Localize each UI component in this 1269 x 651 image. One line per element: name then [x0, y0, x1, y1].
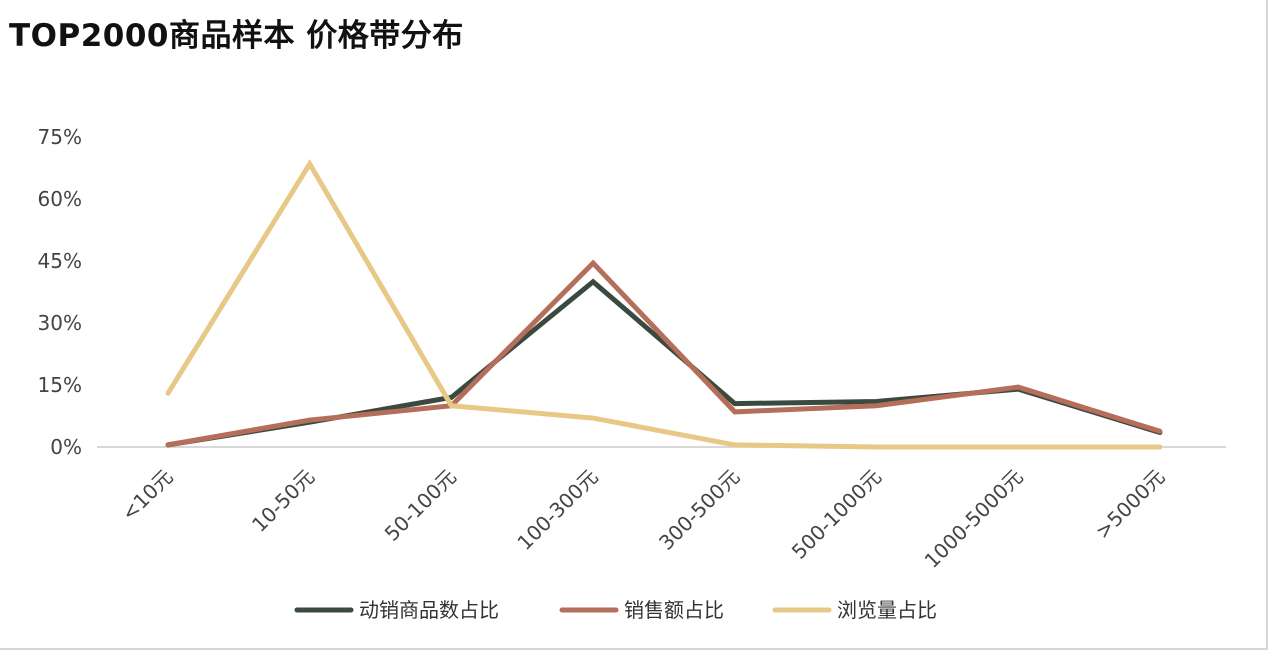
y-tick-label: 75% [38, 125, 82, 149]
y-tick-label: 30% [38, 311, 82, 335]
x-tick-label: 100-300元 [512, 465, 602, 555]
x-tick-label: 50-100元 [380, 465, 461, 546]
y-tick-label: 0% [50, 435, 82, 459]
series-layer [165, 159, 1163, 450]
legend-label: 销售额占比 [624, 598, 724, 622]
series-line-3 [165, 159, 1163, 450]
x-tick-labels: <10元 10-50元 50-100元 100-300元 300-500元 500-100… [117, 465, 1170, 573]
series-line-2 [165, 259, 1163, 448]
x-tick-label: 500-1000元 [787, 465, 886, 564]
legend: 动销商品数占比 销售额占比 浏览量占比 [294, 598, 937, 622]
y-tick-label: 60% [38, 187, 82, 211]
axes-layer: 0% 15% 30% 45% 60% 75% [38, 125, 1226, 459]
legend-label: 浏览量占比 [837, 598, 937, 622]
y-tick-label: 45% [38, 249, 82, 273]
chart-title: TOP2000商品样本 价格带分布 [9, 18, 464, 54]
x-tick-label: <10元 [117, 465, 178, 526]
y-tick-label: 15% [38, 373, 82, 397]
x-tick-label: 1000-5000元 [920, 465, 1028, 573]
x-tick-label: 300-500元 [654, 465, 744, 555]
x-tick-label: >5000元 [1090, 465, 1169, 544]
legend-label: 动销商品数占比 [359, 598, 499, 622]
x-tick-label: 10-50元 [247, 465, 319, 537]
